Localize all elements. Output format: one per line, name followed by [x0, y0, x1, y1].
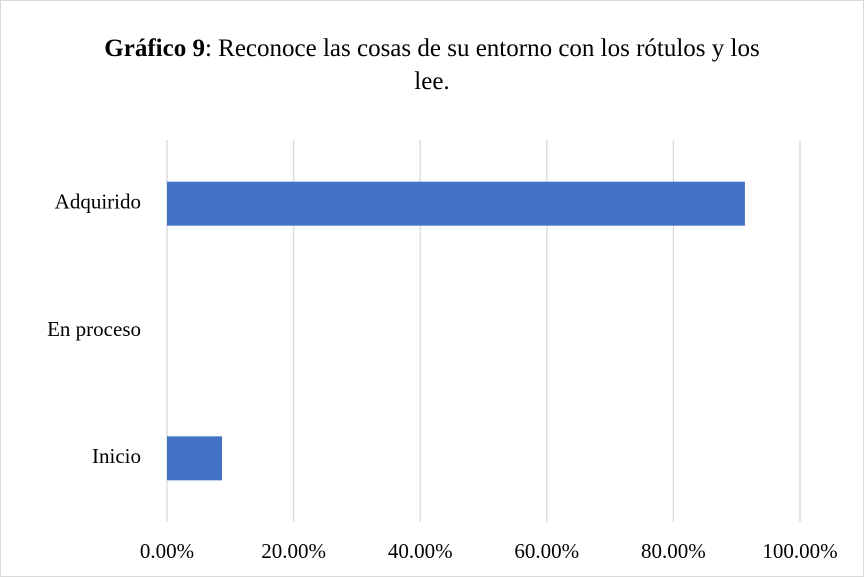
x-tick-label: 100.00%	[762, 539, 837, 563]
x-tick-label: 40.00%	[388, 539, 453, 563]
bar	[167, 181, 745, 226]
x-tick-label: 80.00%	[641, 539, 706, 563]
x-tick-label: 60.00%	[514, 539, 579, 563]
y-tick-label: Inicio	[92, 444, 141, 468]
x-tick-label: 0.00%	[140, 539, 194, 563]
y-tick-label: Adquirido	[55, 189, 141, 213]
title-text: : Reconoce las cosas de su entorno con l…	[204, 35, 760, 95]
x-tick-label: 20.00%	[261, 539, 326, 563]
chart-title: Gráfico 9: Reconoce las cosas de su ento…	[90, 32, 774, 98]
y-tick-label: En proceso	[47, 317, 141, 341]
bar	[167, 436, 223, 481]
title-bold: Gráfico 9	[104, 35, 205, 62]
